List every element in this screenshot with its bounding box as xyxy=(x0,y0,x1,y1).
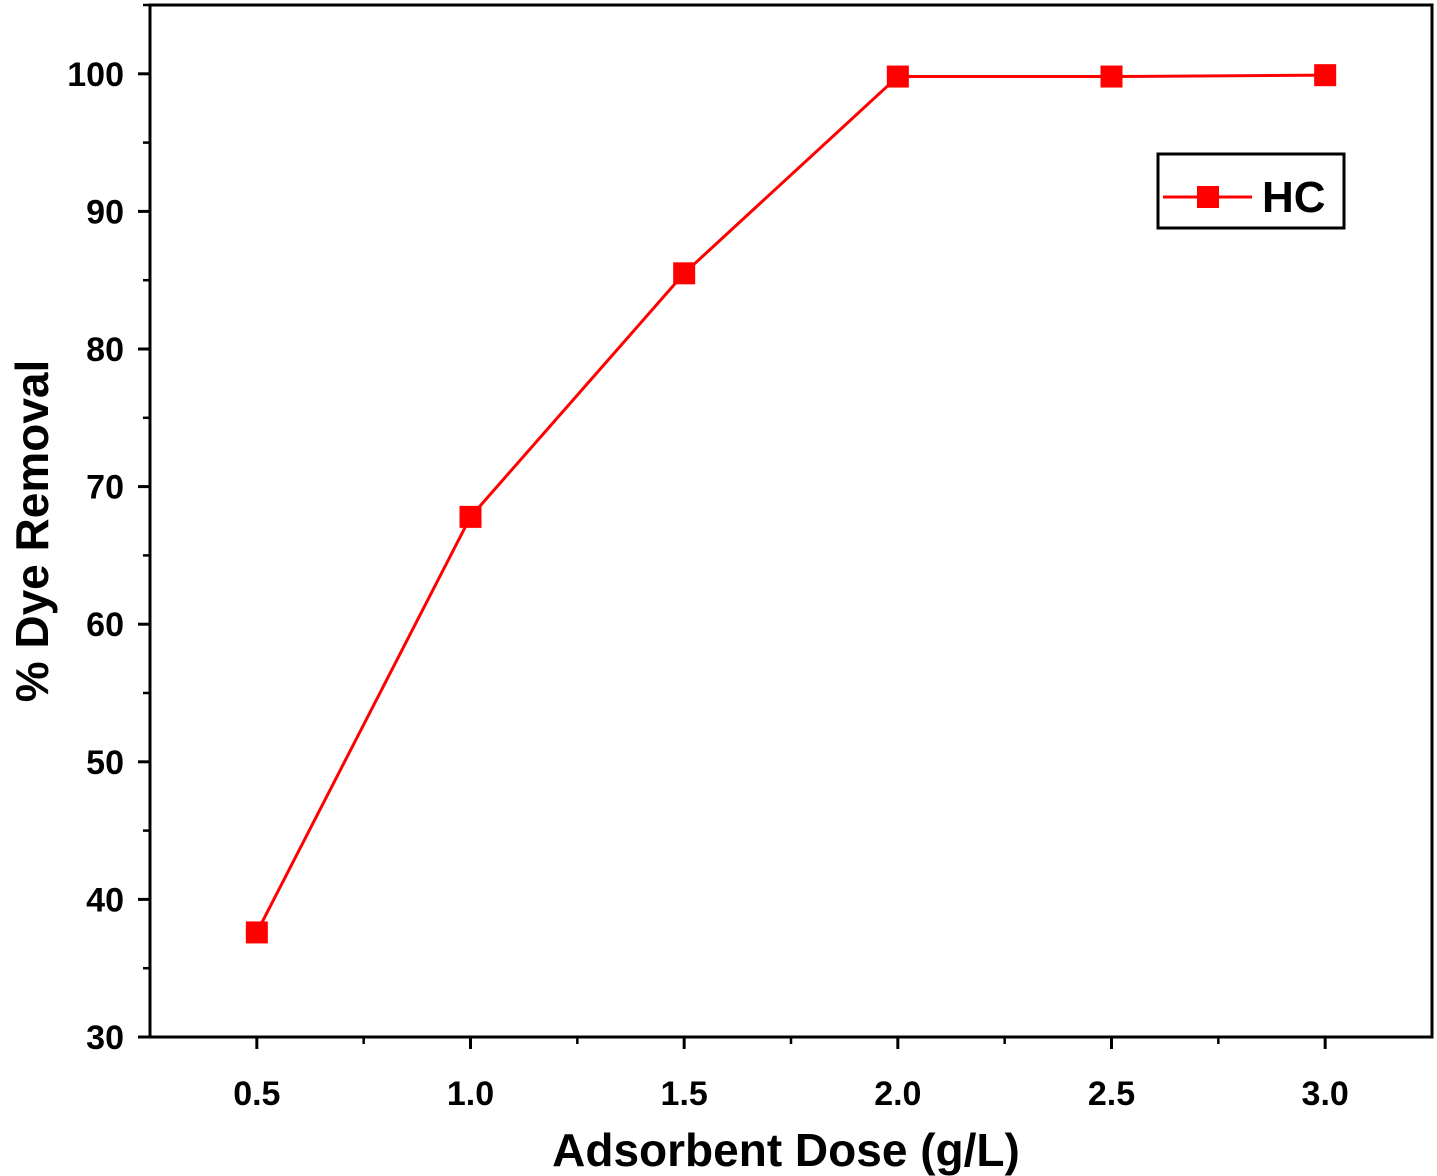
data-point xyxy=(459,505,482,528)
y-tick-label: 60 xyxy=(86,606,124,644)
x-tick-label: 0.5 xyxy=(233,1075,280,1113)
y-tick-label: 40 xyxy=(86,881,124,919)
x-tick-label: 2.5 xyxy=(1088,1075,1135,1113)
y-tick-label: 30 xyxy=(86,1019,124,1057)
x-tick-label: 1.0 xyxy=(447,1075,494,1113)
series-line-hc xyxy=(255,73,1326,934)
y-tick-label: 80 xyxy=(86,331,124,369)
x-tick-label: 1.5 xyxy=(661,1075,708,1113)
legend-label-hc: HC xyxy=(1262,173,1326,222)
x-axis-ticks: 0.5 1.0 1.5 2.0 2.5 3.0 xyxy=(233,1037,1349,1113)
y-tick-label: 70 xyxy=(86,469,124,507)
data-point xyxy=(1100,65,1123,88)
y-axis-title: % Dye Removal xyxy=(6,360,58,703)
legend-box xyxy=(1156,152,1346,230)
data-point xyxy=(886,65,909,88)
y-tick-label: 90 xyxy=(86,193,124,231)
y-tick-label: 100 xyxy=(67,56,124,94)
series-group xyxy=(245,64,1337,944)
x-axis-title: Adsorbent Dose (g/L) xyxy=(552,1124,1020,1176)
x-tick-label: 3.0 xyxy=(1302,1075,1349,1113)
data-point xyxy=(673,262,696,285)
legend: HC xyxy=(1156,152,1346,230)
x-tick-label: 2.0 xyxy=(874,1075,921,1113)
data-point xyxy=(245,921,268,944)
y-axis-ticks: 30 40 50 60 70 80 90 100 xyxy=(67,3,150,1057)
legend-marker xyxy=(1197,186,1219,208)
y-tick-label: 50 xyxy=(86,744,124,782)
data-point xyxy=(1314,64,1337,87)
